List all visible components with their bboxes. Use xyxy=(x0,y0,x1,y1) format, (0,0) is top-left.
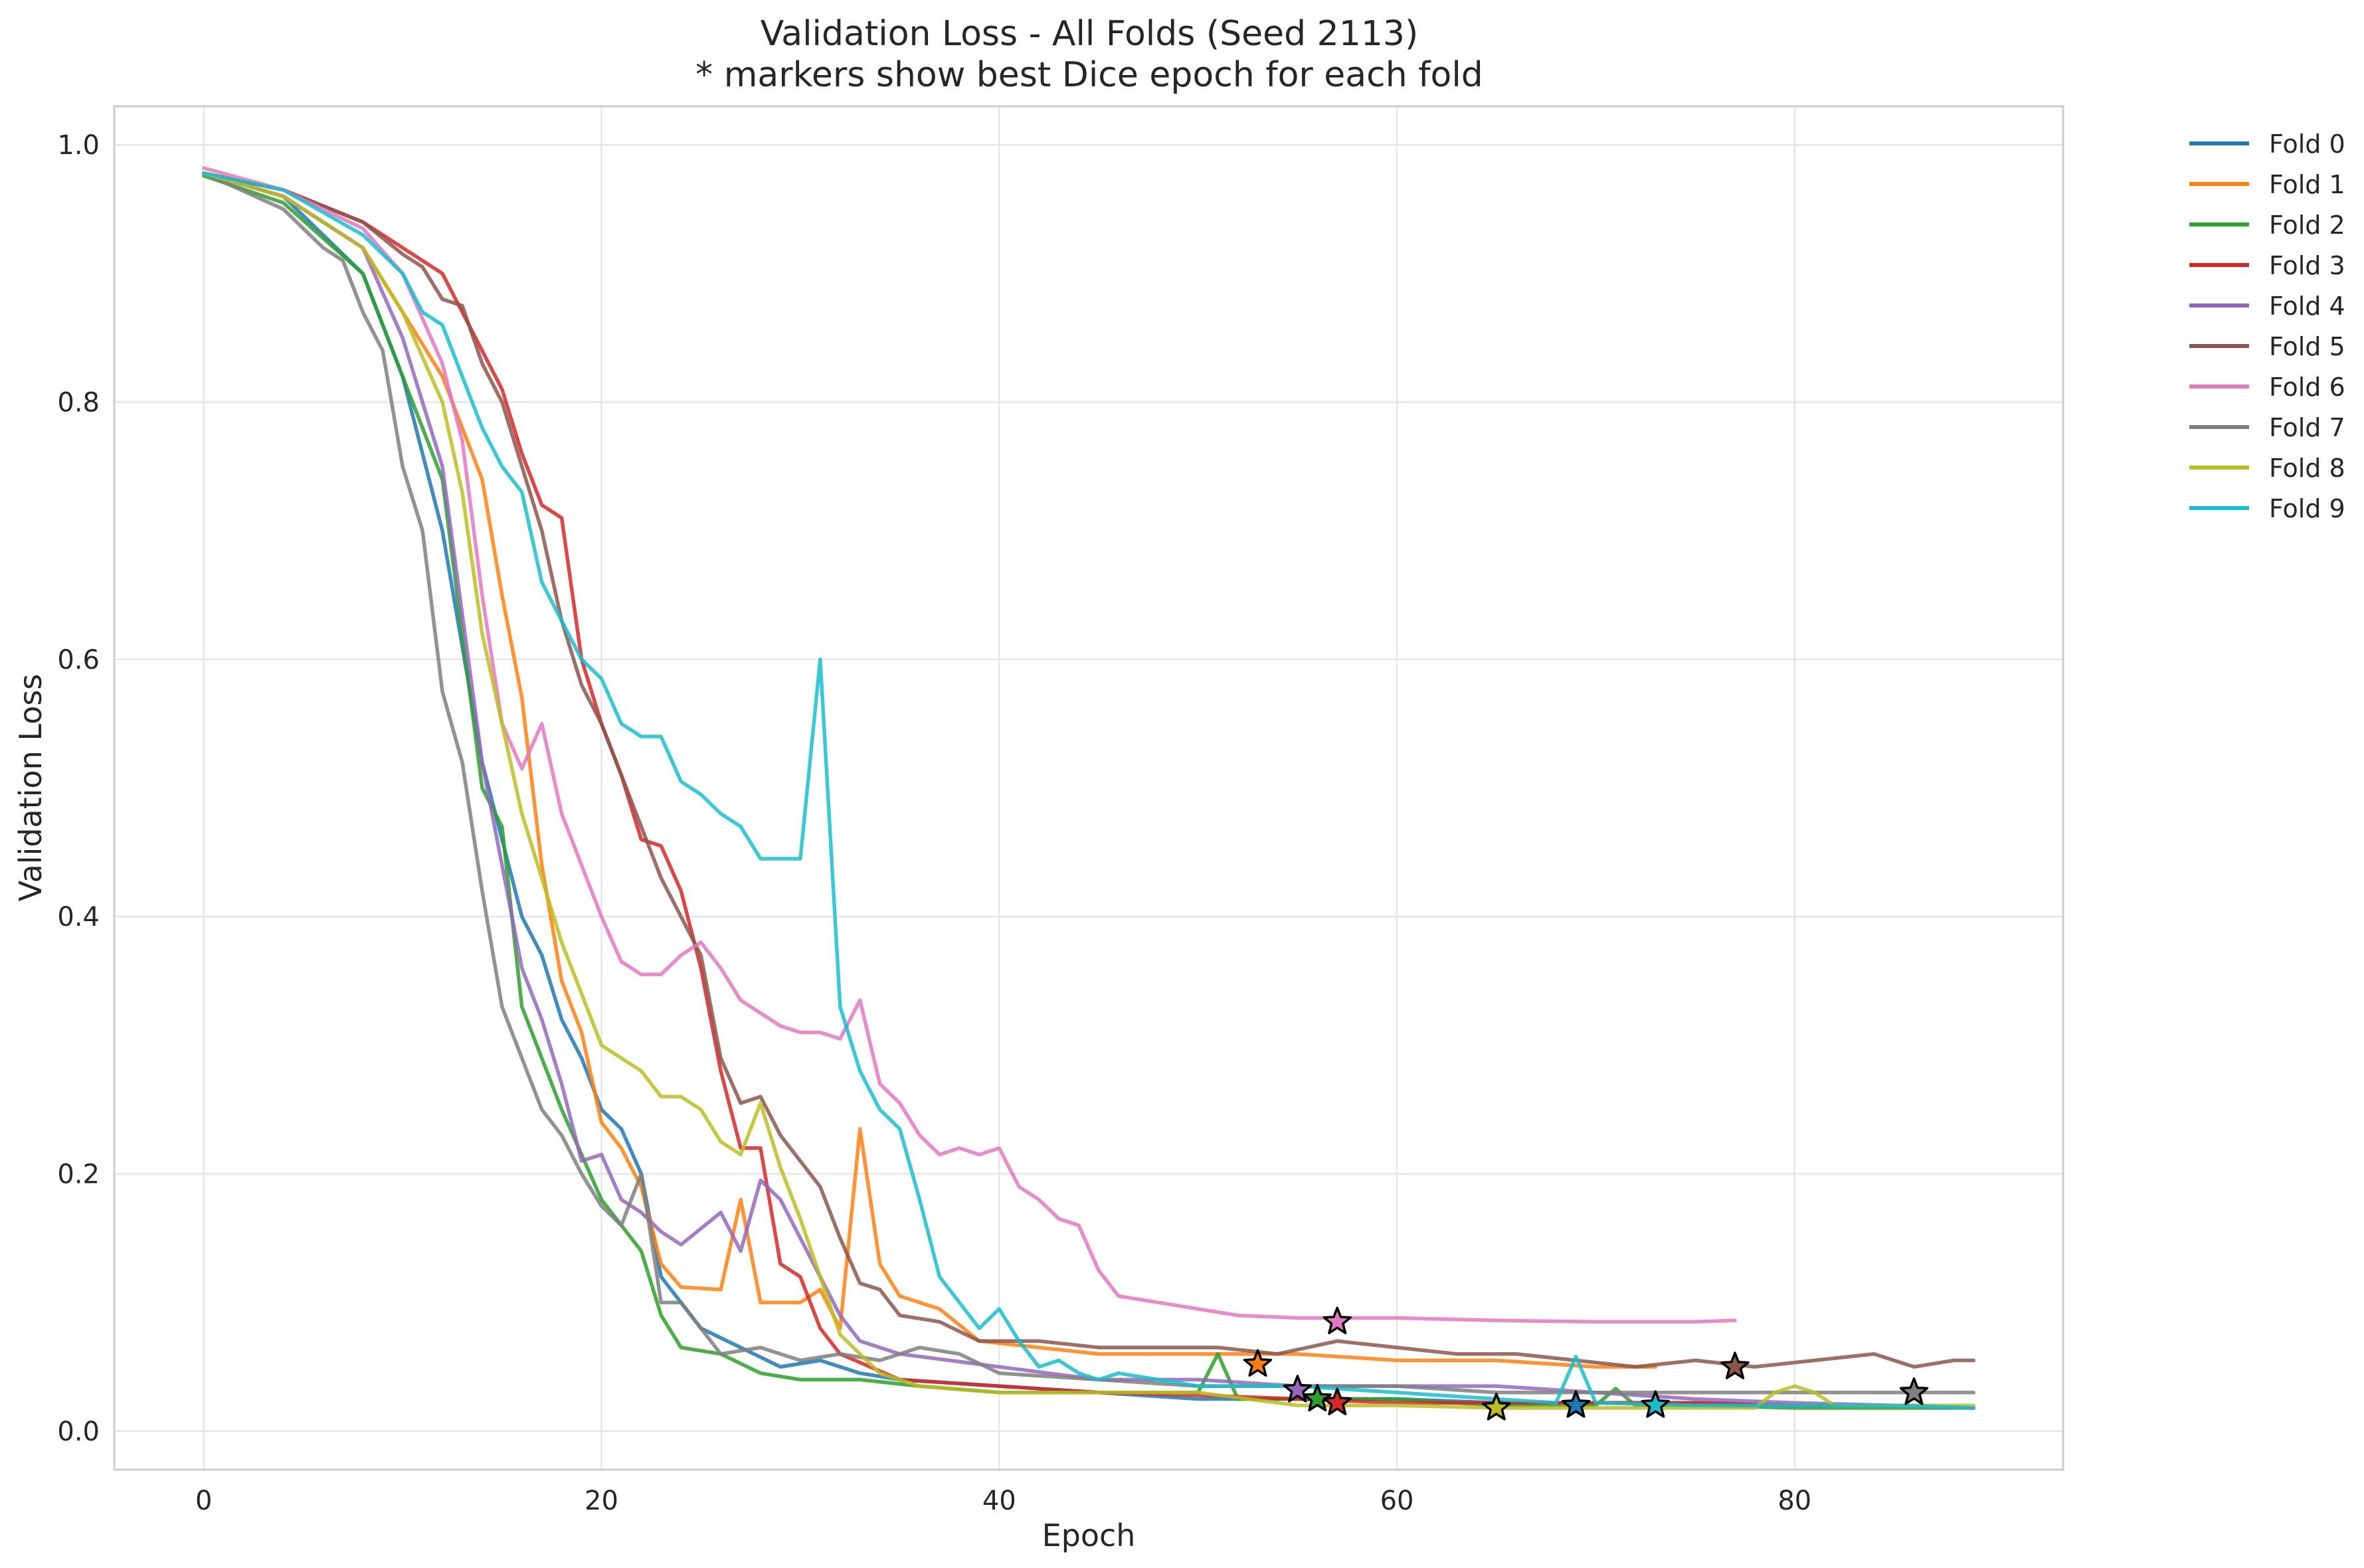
series-line-fold-8 xyxy=(201,171,1976,1410)
legend-label-fold-4: Fold 4 xyxy=(2269,292,2345,321)
x-axis-label: Epoch xyxy=(1042,1518,1136,1553)
legend-label-fold-3: Fold 3 xyxy=(2269,251,2345,280)
best-dice-marker-fold-4 xyxy=(1283,1375,1313,1403)
series-line-fold-9 xyxy=(201,171,1976,1410)
best-dice-marker-fold-3 xyxy=(1322,1387,1352,1416)
series-line-fold-2 xyxy=(201,173,1976,1410)
x-tick-label: 60 xyxy=(1380,1486,1414,1516)
legend-label-fold-6: Fold 6 xyxy=(2269,373,2345,402)
plot-frame xyxy=(113,105,2064,1471)
x-axis-ticks: 0 20 40 60 80 xyxy=(195,1486,1811,1516)
y-tick-label: 0.0 xyxy=(57,1417,100,1447)
y-tick-label: 0.2 xyxy=(57,1160,100,1190)
best-dice-marker-fold-1 xyxy=(1243,1349,1273,1377)
y-axis-ticks: 0.0 0.2 0.4 0.6 0.8 1.0 xyxy=(57,130,100,1447)
y-tick-label: 0.6 xyxy=(57,645,100,675)
series-line-fold-1 xyxy=(201,171,1658,1369)
best-dice-marker-fold-2 xyxy=(1303,1383,1332,1412)
series-line-fold-3 xyxy=(201,171,1976,1410)
legend-label-fold-7: Fold 7 xyxy=(2269,413,2345,442)
chart-subtitle: * markers show best Dice epoch for each … xyxy=(695,55,1483,95)
best-dice-marker-fold-8 xyxy=(1482,1393,1511,1421)
y-tick-label: 0.4 xyxy=(57,902,100,932)
best-dice-marker-fold-7 xyxy=(1899,1377,1929,1405)
legend-label-fold-0: Fold 0 xyxy=(2269,130,2345,159)
grid xyxy=(114,106,2063,1470)
x-tick-label: 80 xyxy=(1777,1486,1811,1516)
legend-label-fold-8: Fold 8 xyxy=(2269,454,2345,483)
best-dice-marker-fold-0 xyxy=(1561,1390,1591,1418)
y-axis-label: Validation Loss xyxy=(13,674,48,902)
best-dice-marker-fold-6 xyxy=(1322,1306,1352,1335)
series-lines xyxy=(201,166,1976,1410)
legend-label-fold-9: Fold 9 xyxy=(2269,494,2345,523)
chart-title: Validation Loss - All Folds (Seed 2113) xyxy=(761,14,1419,54)
x-tick-label: 0 xyxy=(195,1486,212,1516)
x-tick-label: 20 xyxy=(585,1486,618,1516)
series-line-fold-7 xyxy=(201,171,1976,1395)
best-epoch-markers xyxy=(1243,1306,1929,1421)
best-dice-marker-fold-5 xyxy=(1720,1351,1750,1379)
series-line-fold-6 xyxy=(201,166,1737,1324)
legend: Fold 0 Fold 1 Fold 2 Fold 3 Fold 4 Fold 5 Fold… xyxy=(2189,130,2345,523)
x-tick-label: 40 xyxy=(982,1486,1016,1516)
legend-label-fold-1: Fold 1 xyxy=(2269,170,2345,199)
legend-label-fold-5: Fold 5 xyxy=(2269,332,2345,361)
y-tick-label: 1.0 xyxy=(57,130,100,161)
legend-label-fold-2: Fold 2 xyxy=(2269,211,2345,240)
best-dice-marker-fold-9 xyxy=(1641,1390,1670,1418)
y-tick-label: 0.8 xyxy=(57,387,100,418)
series-line-fold-4 xyxy=(201,171,1976,1410)
